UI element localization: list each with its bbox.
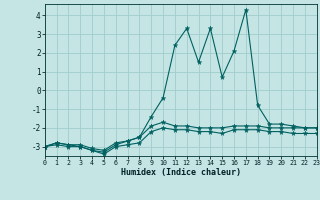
X-axis label: Humidex (Indice chaleur): Humidex (Indice chaleur) [121, 168, 241, 177]
